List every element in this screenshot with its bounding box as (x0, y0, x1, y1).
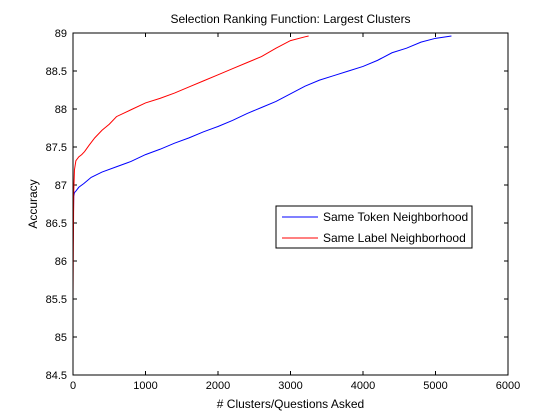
series-line-same-label (73, 36, 309, 299)
y-tick-label: 86 (55, 256, 67, 268)
y-tick-label: 88.5 (46, 66, 67, 78)
y-tick-label: 87 (55, 180, 67, 192)
x-tick-label: 4000 (351, 380, 375, 392)
x-tick-label: 5000 (423, 380, 447, 392)
y-tick-label: 86.5 (46, 218, 67, 230)
y-axis-title: Accuracy (26, 179, 40, 228)
y-tick-label: 88 (55, 104, 67, 116)
x-tick-label: 0 (70, 380, 76, 392)
series-group (73, 36, 451, 299)
x-tick-label: 2000 (206, 380, 230, 392)
y-tick-label: 87.5 (46, 142, 67, 154)
x-tick-label: 3000 (278, 380, 302, 392)
legend-entry-token: Same Token Neighborhood (323, 210, 468, 224)
legend: Same Token Neighborhood Same Label Neigh… (276, 206, 472, 248)
y-tick-label: 85 (55, 332, 67, 344)
x-tick-label: 1000 (133, 380, 157, 392)
y-tick-label: 84.5 (46, 370, 67, 382)
x-axis-title: # Clusters/Questions Asked (217, 397, 364, 411)
y-tick-label: 85.5 (46, 294, 67, 306)
y-tick-label: 89 (55, 28, 67, 40)
legend-entry-label: Same Label Neighborhood (323, 231, 466, 245)
chart-title: Selection Ranking Function: Largest Clus… (170, 12, 410, 26)
plot-area-frame (73, 33, 508, 375)
x-tick-label: 6000 (496, 380, 520, 392)
